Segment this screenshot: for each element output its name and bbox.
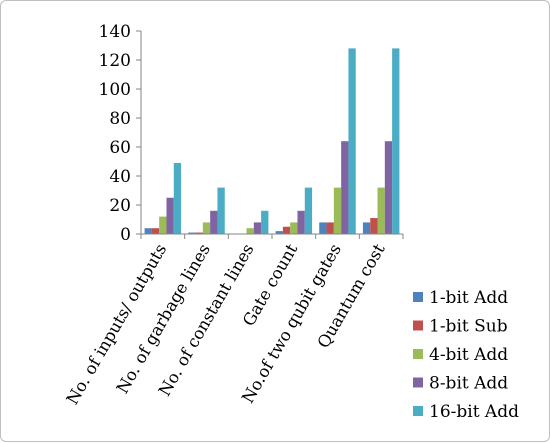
legend-swatch [413, 320, 423, 331]
bar-1-bit-sub [151, 228, 160, 234]
bar-1-bit-add [275, 231, 283, 234]
y-tick-label: 80 [109, 109, 131, 129]
bar-16-bit-add [173, 162, 182, 234]
bar-8-bit-add [341, 141, 349, 234]
bar-4-bit-add [246, 228, 254, 234]
bar-1-bit-sub [195, 232, 203, 234]
y-tick-label: 0 [120, 225, 131, 245]
y-axis: 0 20 40 60 80 100 120 140 [99, 22, 142, 245]
legend: 1-bit Add 1-bit Sub 4-bit Add 8-bit Add 16-b… [413, 288, 519, 422]
legend-label: 8-bit Add [429, 374, 508, 394]
bar-1-bit-add [188, 232, 196, 234]
bar-1-bit-sub [370, 218, 378, 234]
bar-16-bit-add [304, 187, 313, 234]
legend-swatch [413, 349, 423, 359]
bar-1-bit-add [144, 228, 152, 234]
y-tick-label: 20 [109, 196, 131, 216]
bar-8-bit-add [297, 210, 305, 234]
legend-swatch [413, 292, 423, 302]
bar-1-bit-sub [282, 226, 291, 234]
bar-1-bit-sub [326, 222, 334, 234]
y-tick-label: 60 [109, 138, 131, 158]
bar-4-bit-add [377, 187, 385, 234]
y-tick-label: 120 [99, 51, 131, 71]
bar-4-bit-add [333, 187, 342, 234]
bar-16-bit-add [261, 210, 269, 234]
legend-label: 1-bit Add [429, 288, 508, 308]
legend-label: 16-bit Add [429, 402, 519, 422]
legend-swatch [413, 377, 423, 388]
bar-4-bit-add [202, 222, 211, 234]
bar-8-bit-add [166, 197, 174, 234]
y-tick-label: 40 [109, 167, 131, 187]
bar-8-bit-add [253, 222, 262, 234]
bar-8-bit-add [384, 141, 393, 234]
bar-1-bit-add [319, 222, 327, 234]
bar-1-bit-add [362, 222, 371, 234]
bar-16-bit-add [392, 48, 400, 235]
legend-swatch [413, 406, 423, 416]
bar-16-bit-add [217, 187, 225, 234]
y-tick-label: 140 [99, 22, 131, 42]
bar-4-bit-add [159, 216, 167, 234]
y-tick-label: 100 [99, 80, 131, 100]
legend-label: 4-bit Add [429, 345, 508, 365]
legend-label: 1-bit Sub [429, 317, 508, 337]
bar-16-bit-add [348, 48, 356, 235]
bars [144, 48, 400, 235]
bar-8-bit-add [210, 210, 218, 234]
bar-4-bit-add [290, 222, 298, 234]
